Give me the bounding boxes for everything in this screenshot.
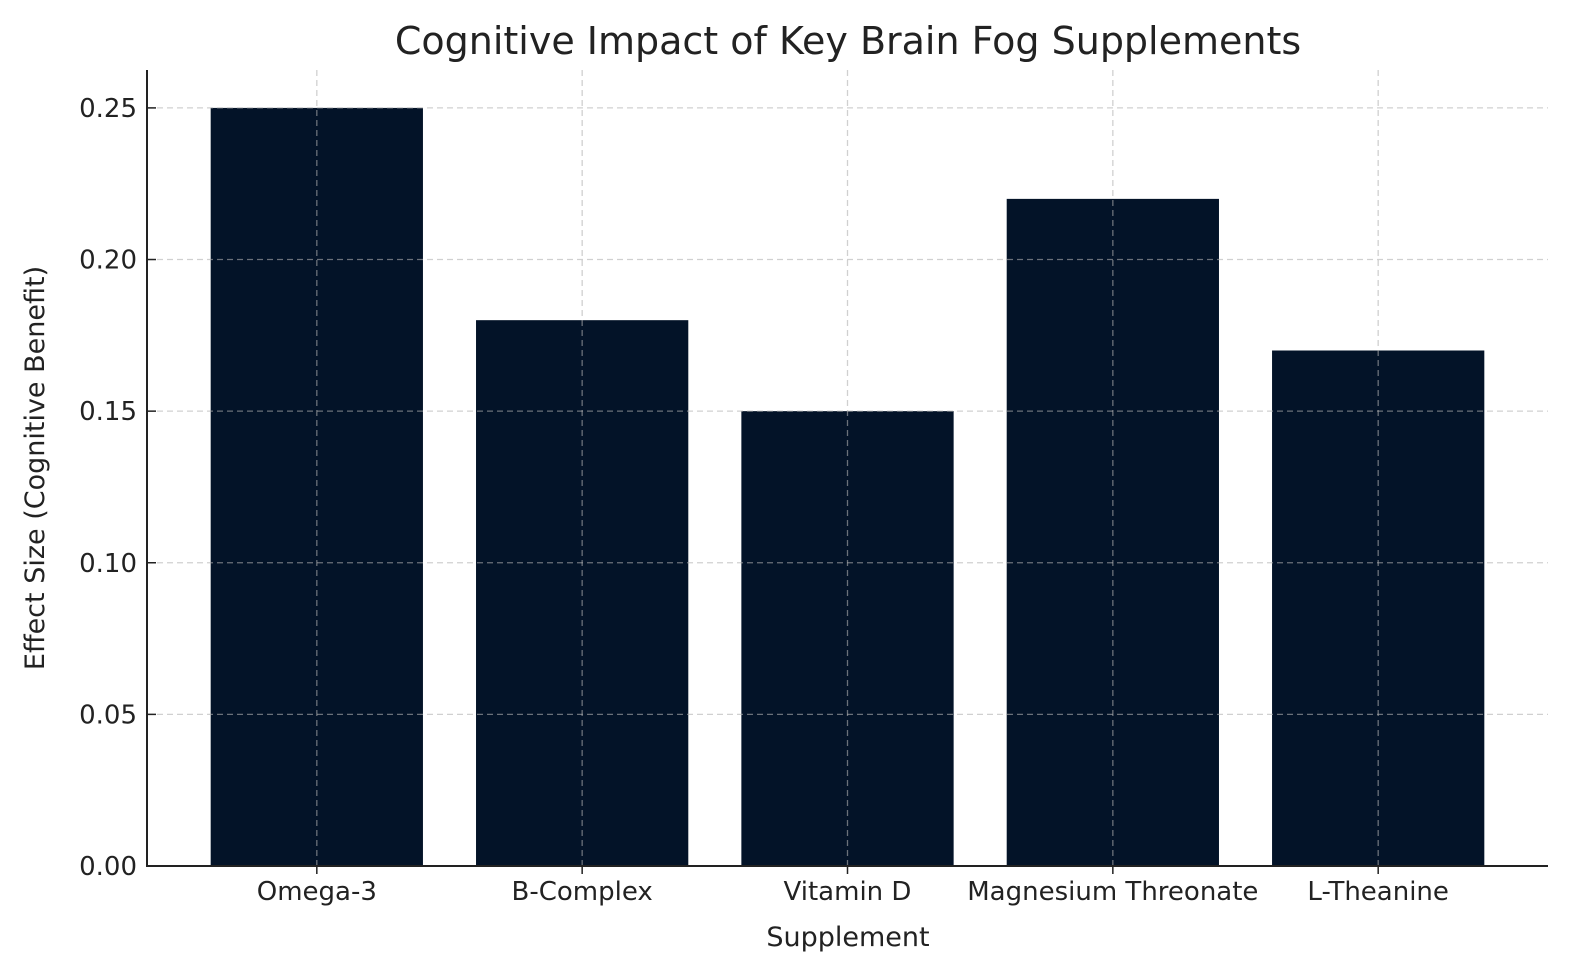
y-tick-label: 0.15 bbox=[79, 397, 137, 427]
x-tick-label: Vitamin D bbox=[784, 877, 912, 907]
x-tick-label: Omega-3 bbox=[257, 877, 377, 907]
y-tick-label: 0.00 bbox=[79, 852, 137, 882]
grid-lines bbox=[147, 70, 1548, 866]
ticks-group: Omega-3 B-Complex Vitamin D Magnesium Threo… bbox=[79, 94, 1449, 907]
y-tick-label: 0.05 bbox=[79, 700, 137, 730]
y-axis-label: Effect Size (Cognitive Benefit) bbox=[20, 266, 51, 670]
bar-l-theanine bbox=[1272, 350, 1485, 866]
y-tick-label: 0.20 bbox=[79, 246, 137, 276]
y-tick-label: 0.10 bbox=[79, 549, 137, 579]
bar-vitamin-d bbox=[741, 411, 954, 866]
x-tick-label: Magnesium Threonate bbox=[967, 877, 1258, 907]
chart-title: Cognitive Impact of Key Brain Fog Supple… bbox=[395, 19, 1301, 63]
y-tick-label: 0.25 bbox=[79, 94, 137, 124]
x-tick-label: B-Complex bbox=[512, 877, 653, 907]
x-axis-label: Supplement bbox=[766, 922, 929, 953]
x-tick-label: L-Theanine bbox=[1307, 877, 1449, 907]
